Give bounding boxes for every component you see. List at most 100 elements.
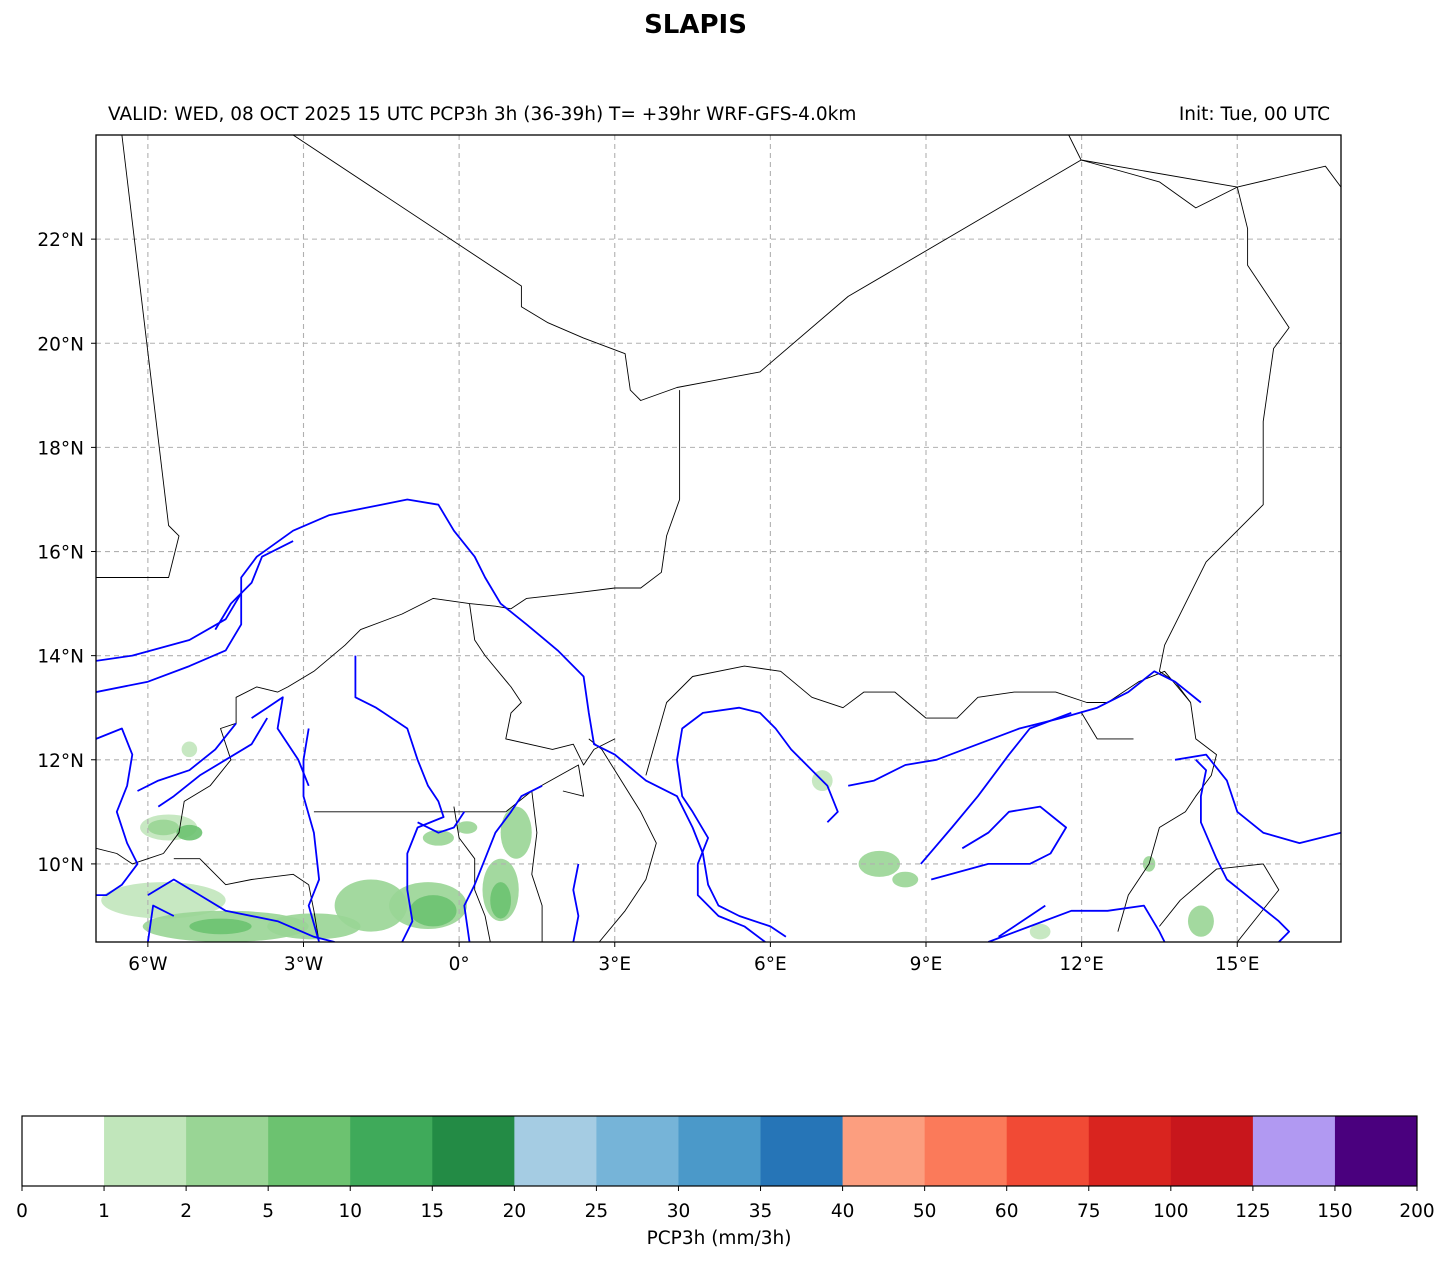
country-border xyxy=(1081,712,1134,740)
river xyxy=(214,540,294,631)
colorbar-tick-label: 10 xyxy=(338,1201,362,1222)
precip-patch xyxy=(1029,923,1051,940)
colorbar-tick-label: 15 xyxy=(421,1201,445,1222)
river xyxy=(96,592,242,662)
map-frame xyxy=(95,134,1342,943)
lon-tick-label: 15°E xyxy=(1215,954,1259,975)
river xyxy=(920,712,1072,865)
colorbar-swatch xyxy=(924,1116,1008,1186)
valid-time-label: VALID: WED, 08 OCT 2025 15 UTC PCP3h 3h … xyxy=(108,104,857,125)
river xyxy=(157,717,268,808)
lat-tick-label: 14°N xyxy=(37,647,84,668)
river xyxy=(147,904,175,942)
country-border xyxy=(96,847,164,865)
colorbar-tick-label: 35 xyxy=(749,1201,773,1222)
init-time-label: Init: Tue, 00 UTC xyxy=(1178,104,1330,125)
colorbar-tick-label: 200 xyxy=(1399,1201,1434,1222)
colorbar-tick-label: 150 xyxy=(1317,1201,1352,1222)
lat-tick-label: 12°N xyxy=(37,751,84,772)
precip-patch xyxy=(892,871,919,888)
lon-tick-label: 6°E xyxy=(754,954,787,975)
colorbar-label: PCP3h (mm/3h) xyxy=(647,1228,792,1249)
country-border xyxy=(1117,186,1290,932)
precip-patch xyxy=(409,895,457,927)
country-border xyxy=(163,390,681,854)
river xyxy=(998,904,1046,938)
colorbar-swatch xyxy=(268,1116,351,1186)
colorbar-swatch xyxy=(596,1116,679,1186)
colorbar-swatch xyxy=(1334,1116,1418,1186)
colorbar-swatch xyxy=(760,1116,844,1186)
precip-patch xyxy=(1187,905,1214,937)
country-border xyxy=(531,790,543,942)
colorbar-tick-label: 20 xyxy=(503,1201,527,1222)
colorbar-swatch xyxy=(678,1116,762,1186)
lon-tick-label: 0° xyxy=(449,954,470,975)
river xyxy=(1195,759,1290,942)
river xyxy=(251,696,310,787)
colorbar-swatch xyxy=(842,1116,926,1186)
lat-tick-label: 10°N xyxy=(37,855,84,876)
colorbar: 0 1 2 5 10 15 20 25 30 35 40 50 60 75 100 125 150 200 xyxy=(16,1115,1435,1222)
lat-tick-label: 16°N xyxy=(37,543,84,564)
colorbar-tick-label: 0 xyxy=(16,1201,28,1222)
river xyxy=(147,878,335,942)
colorbar-tick-label: 25 xyxy=(585,1201,609,1222)
colorbar-swatch xyxy=(350,1116,433,1186)
country-border xyxy=(173,858,309,886)
river xyxy=(463,784,543,942)
precip-patch xyxy=(181,741,198,758)
river xyxy=(137,722,237,792)
country-border xyxy=(1159,863,1280,942)
precip-patch xyxy=(189,918,252,935)
lat-tick-label: 22°N xyxy=(37,230,84,251)
country-border xyxy=(292,135,1341,401)
colorbar-swatch xyxy=(104,1116,187,1186)
lat-tick-label: 20°N xyxy=(37,334,84,355)
colorbar-swatch xyxy=(1006,1116,1090,1186)
precip-patch xyxy=(422,830,454,846)
lon-tick-label: 12°E xyxy=(1059,954,1103,975)
river xyxy=(987,904,1166,942)
river xyxy=(96,727,139,896)
country-border xyxy=(588,738,657,942)
river xyxy=(1174,753,1341,844)
river xyxy=(302,728,320,942)
colorbar-tick-label: 125 xyxy=(1235,1201,1270,1222)
colorbar-tick-label: 75 xyxy=(1077,1201,1101,1222)
map-title: SLAPIS xyxy=(644,10,747,40)
country-border xyxy=(469,603,616,766)
colorbar-tick-label: 2 xyxy=(180,1201,192,1222)
precip-patch xyxy=(490,882,511,919)
colorbar-tick-label: 50 xyxy=(913,1201,937,1222)
colorbar-swatch xyxy=(186,1116,269,1186)
precip-patch xyxy=(334,879,408,932)
colorbar-swatch xyxy=(514,1116,597,1186)
river xyxy=(848,670,1202,787)
graticule xyxy=(96,135,1341,942)
lon-tick-label: 3°W xyxy=(284,954,323,975)
lon-tick-label: 3°E xyxy=(598,954,631,975)
colorbar-tick-label: 100 xyxy=(1153,1201,1188,1222)
country-border xyxy=(96,135,180,578)
country-border xyxy=(453,806,491,942)
lat-tick-label: 18°N xyxy=(37,438,84,459)
country-border xyxy=(1068,135,1238,209)
river xyxy=(417,811,466,834)
country-border xyxy=(505,764,585,813)
river xyxy=(676,706,839,942)
country-border xyxy=(308,884,320,942)
colorbar-swatch xyxy=(1088,1116,1172,1186)
river xyxy=(96,498,787,938)
colorbar-swatch xyxy=(22,1116,105,1186)
colorbar-tick-label: 30 xyxy=(667,1201,691,1222)
river xyxy=(572,863,580,942)
colorbar-swatch xyxy=(1170,1116,1254,1186)
precip-patch xyxy=(176,824,203,841)
colorbar-tick-label: 40 xyxy=(831,1201,855,1222)
precip-patch xyxy=(456,821,478,834)
river xyxy=(354,655,445,942)
precip-patch xyxy=(500,806,532,859)
map-background xyxy=(96,135,1341,942)
